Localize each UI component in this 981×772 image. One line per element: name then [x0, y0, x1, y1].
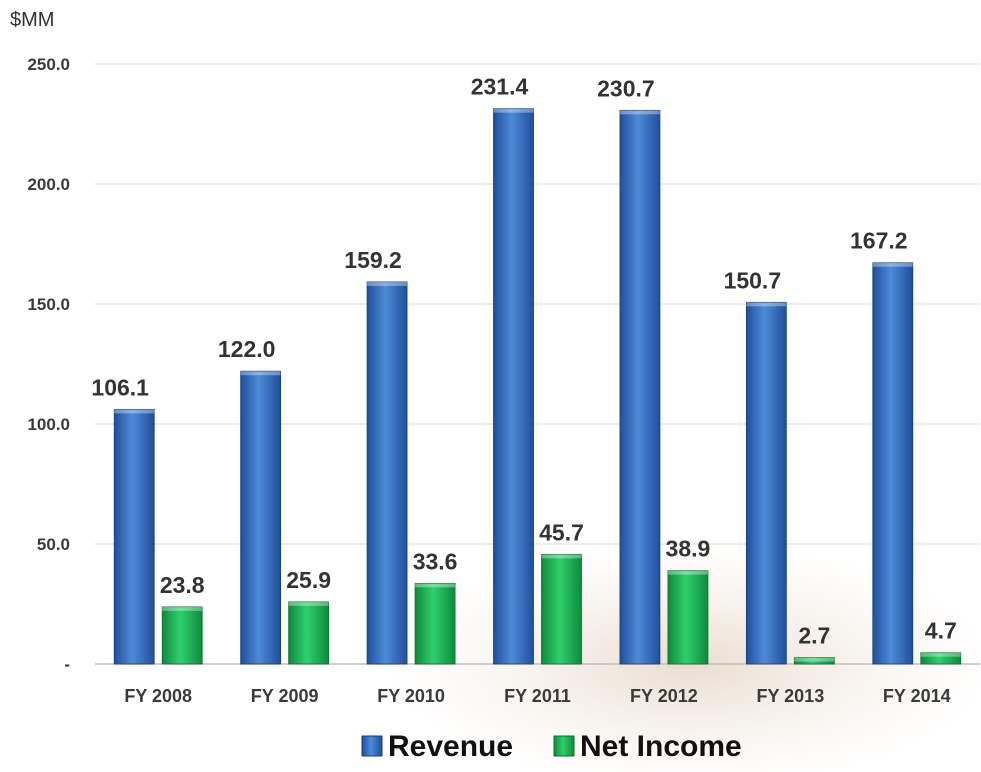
bar-highlight: [162, 606, 203, 611]
y-unit-label: $MM: [10, 9, 54, 31]
bar-highlight: [240, 371, 281, 376]
x-category-label: FY 2009: [251, 686, 319, 706]
data-label: 167.2: [850, 228, 908, 254]
bar-highlight: [114, 409, 155, 414]
bar-net-income: [541, 553, 582, 665]
bar-revenue: [619, 109, 661, 665]
data-label: 25.9: [286, 567, 331, 593]
bar-highlight: [541, 554, 582, 559]
legend-item-revenue: Revenue: [361, 730, 513, 763]
bar-highlight: [493, 108, 534, 113]
legend-swatch: [553, 735, 575, 757]
data-labels: 106.1 122.0 159.2 231.4 230.7 150.7 167.2 23.8 2…: [91, 74, 956, 649]
gridlines: [95, 63, 980, 545]
bar-highlight: [288, 601, 329, 606]
bar-net-income: [288, 601, 330, 665]
data-label: 150.7: [724, 267, 782, 293]
legend: Revenue Net Income: [361, 730, 742, 763]
bar-revenue: [872, 262, 914, 665]
bar-revenue: [745, 301, 787, 665]
data-label: 122.0: [218, 336, 276, 362]
y-tick-label: 150.0: [27, 295, 70, 314]
legend-item-net-income: Net Income: [553, 730, 742, 763]
x-category-label: FY 2010: [377, 686, 445, 706]
data-label: 106.1: [91, 374, 149, 400]
bar-revenue: [366, 281, 408, 665]
y-tick-label: 100.0: [27, 415, 70, 434]
bar-net-income: [667, 570, 709, 665]
bar-highlight: [415, 583, 456, 588]
y-axis-ticks: - 50.0 100.0 150.0 200.0 250.0: [27, 55, 70, 674]
data-label: 159.2: [344, 247, 402, 273]
legend-swatch: [361, 735, 383, 757]
data-label: 230.7: [597, 75, 655, 101]
y-tick-label: -: [64, 655, 70, 674]
x-category-label: FY 2011: [504, 686, 571, 706]
data-label: 23.8: [160, 572, 205, 598]
x-axis-categories: FY 2008 FY 2009 FY 2010 FY 2011 FY 2012 FY 20…: [124, 686, 950, 706]
data-label: 38.9: [666, 536, 711, 562]
bar-highlight: [667, 570, 708, 575]
bar-highlight: [746, 302, 787, 307]
data-label: 231.4: [471, 74, 529, 100]
x-category-label: FY 2012: [630, 686, 698, 706]
bars: [113, 108, 962, 665]
x-category-label: FY 2014: [883, 686, 951, 706]
bar-net-income: [414, 582, 456, 665]
x-category-label: FY 2013: [756, 686, 824, 706]
bar-highlight: [367, 281, 408, 286]
bar-highlight: [872, 262, 913, 267]
bar-net-income: [920, 652, 962, 665]
bar-revenue: [113, 408, 155, 665]
bar-highlight: [794, 657, 835, 662]
bar-net-income: [793, 657, 835, 665]
data-label: 33.6: [413, 548, 458, 574]
bar-highlight: [619, 110, 660, 115]
x-category-label: FY 2008: [124, 686, 192, 706]
data-label: 4.7: [925, 618, 957, 644]
legend-label: Net Income: [580, 730, 742, 763]
data-label: 45.7: [539, 519, 584, 545]
bar-revenue: [493, 108, 534, 665]
bar-revenue: [240, 370, 282, 665]
data-label: 2.7: [798, 623, 830, 649]
y-tick-label: 250.0: [27, 55, 70, 74]
bar-highlight: [920, 652, 961, 657]
legend-label: Revenue: [388, 730, 513, 763]
y-tick-label: 50.0: [37, 535, 70, 554]
bar-net-income: [161, 606, 203, 665]
y-tick-label: 200.0: [27, 175, 70, 194]
